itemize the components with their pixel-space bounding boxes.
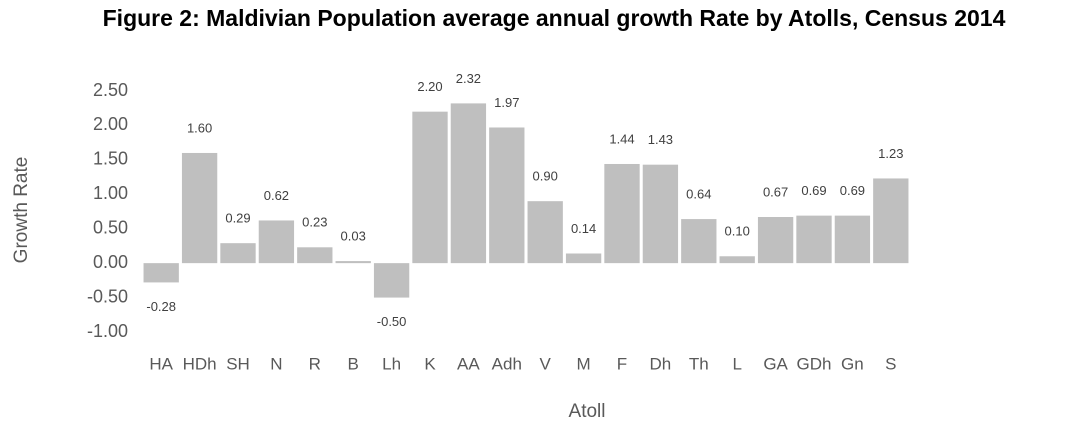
- bar: [604, 163, 640, 264]
- x-tick-label: L: [732, 354, 741, 373]
- bar: [527, 201, 563, 264]
- data-label: 1.44: [609, 131, 634, 146]
- y-tick-label: 2.50: [93, 80, 128, 100]
- y-tick-label: 0.00: [93, 252, 128, 272]
- y-tick-label: -0.50: [87, 286, 128, 306]
- x-tick-label: M: [577, 354, 591, 373]
- data-label: 1.23: [878, 146, 903, 161]
- x-tick-label: Adh: [492, 354, 522, 373]
- x-tick-label: Th: [689, 354, 709, 373]
- bar: [873, 178, 909, 264]
- bar: [412, 111, 448, 264]
- x-tick-label: Lh: [382, 354, 401, 373]
- bar: [143, 263, 179, 283]
- bar: [181, 152, 218, 264]
- x-tick-label: S: [885, 354, 896, 373]
- x-tick-label: AA: [457, 354, 480, 373]
- x-tick-label: V: [540, 354, 552, 373]
- bar: [489, 127, 525, 264]
- data-label: 0.29: [225, 211, 250, 226]
- data-label: 1.97: [494, 95, 519, 110]
- bar: [220, 243, 256, 264]
- x-tick-label: Dh: [650, 354, 672, 373]
- bar: [373, 263, 410, 298]
- y-tick-label: 0.50: [93, 217, 128, 237]
- bar: [297, 247, 333, 264]
- data-label: 2.32: [456, 71, 481, 86]
- x-tick-label: GDh: [797, 354, 832, 373]
- data-label: 0.10: [725, 224, 750, 239]
- bar: [565, 253, 602, 264]
- x-tick-label: GA: [763, 354, 788, 373]
- x-tick-label: SH: [226, 354, 250, 373]
- bar: [681, 219, 717, 264]
- data-label: -0.50: [377, 314, 407, 329]
- bar: [450, 103, 487, 264]
- x-tick-label: F: [617, 354, 627, 373]
- data-label: 0.14: [571, 221, 596, 236]
- y-tick-label: 2.00: [93, 114, 128, 134]
- bar: [757, 217, 794, 264]
- bar: [796, 215, 832, 264]
- data-label: 0.67: [763, 184, 788, 199]
- x-tick-label: K: [424, 354, 436, 373]
- bar: [834, 215, 871, 264]
- bar: [642, 164, 679, 264]
- data-label: 1.60: [187, 120, 212, 135]
- data-label: 0.69: [801, 183, 826, 198]
- y-tick-label: 1.50: [93, 149, 128, 169]
- x-tick-label: B: [348, 354, 359, 373]
- data-label: -0.28: [146, 299, 176, 314]
- y-axis-label: Growth Rate: [11, 157, 32, 264]
- data-label: 0.69: [840, 183, 865, 198]
- data-label: 1.43: [648, 132, 673, 147]
- data-label: 2.20: [417, 79, 442, 94]
- bar: [335, 261, 371, 264]
- x-tick-label: HA: [149, 354, 173, 373]
- data-label: 0.90: [533, 169, 558, 184]
- bar: [258, 220, 295, 264]
- bar: [719, 256, 755, 264]
- x-axis-label: Atoll: [569, 401, 606, 422]
- chart-title: Figure 2: Maldivian Population average a…: [102, 5, 1006, 31]
- x-tick-label: R: [309, 354, 321, 373]
- data-label: 0.03: [341, 229, 366, 244]
- data-label: 0.62: [264, 188, 289, 203]
- y-tick-label: 1.00: [93, 183, 128, 203]
- x-tick-label: HDh: [183, 354, 217, 373]
- x-tick-label: N: [270, 354, 282, 373]
- x-tick-label: Gn: [841, 354, 864, 373]
- data-label: 0.23: [302, 215, 327, 230]
- y-tick-label: -1.00: [87, 321, 128, 341]
- data-label: 0.64: [686, 187, 711, 202]
